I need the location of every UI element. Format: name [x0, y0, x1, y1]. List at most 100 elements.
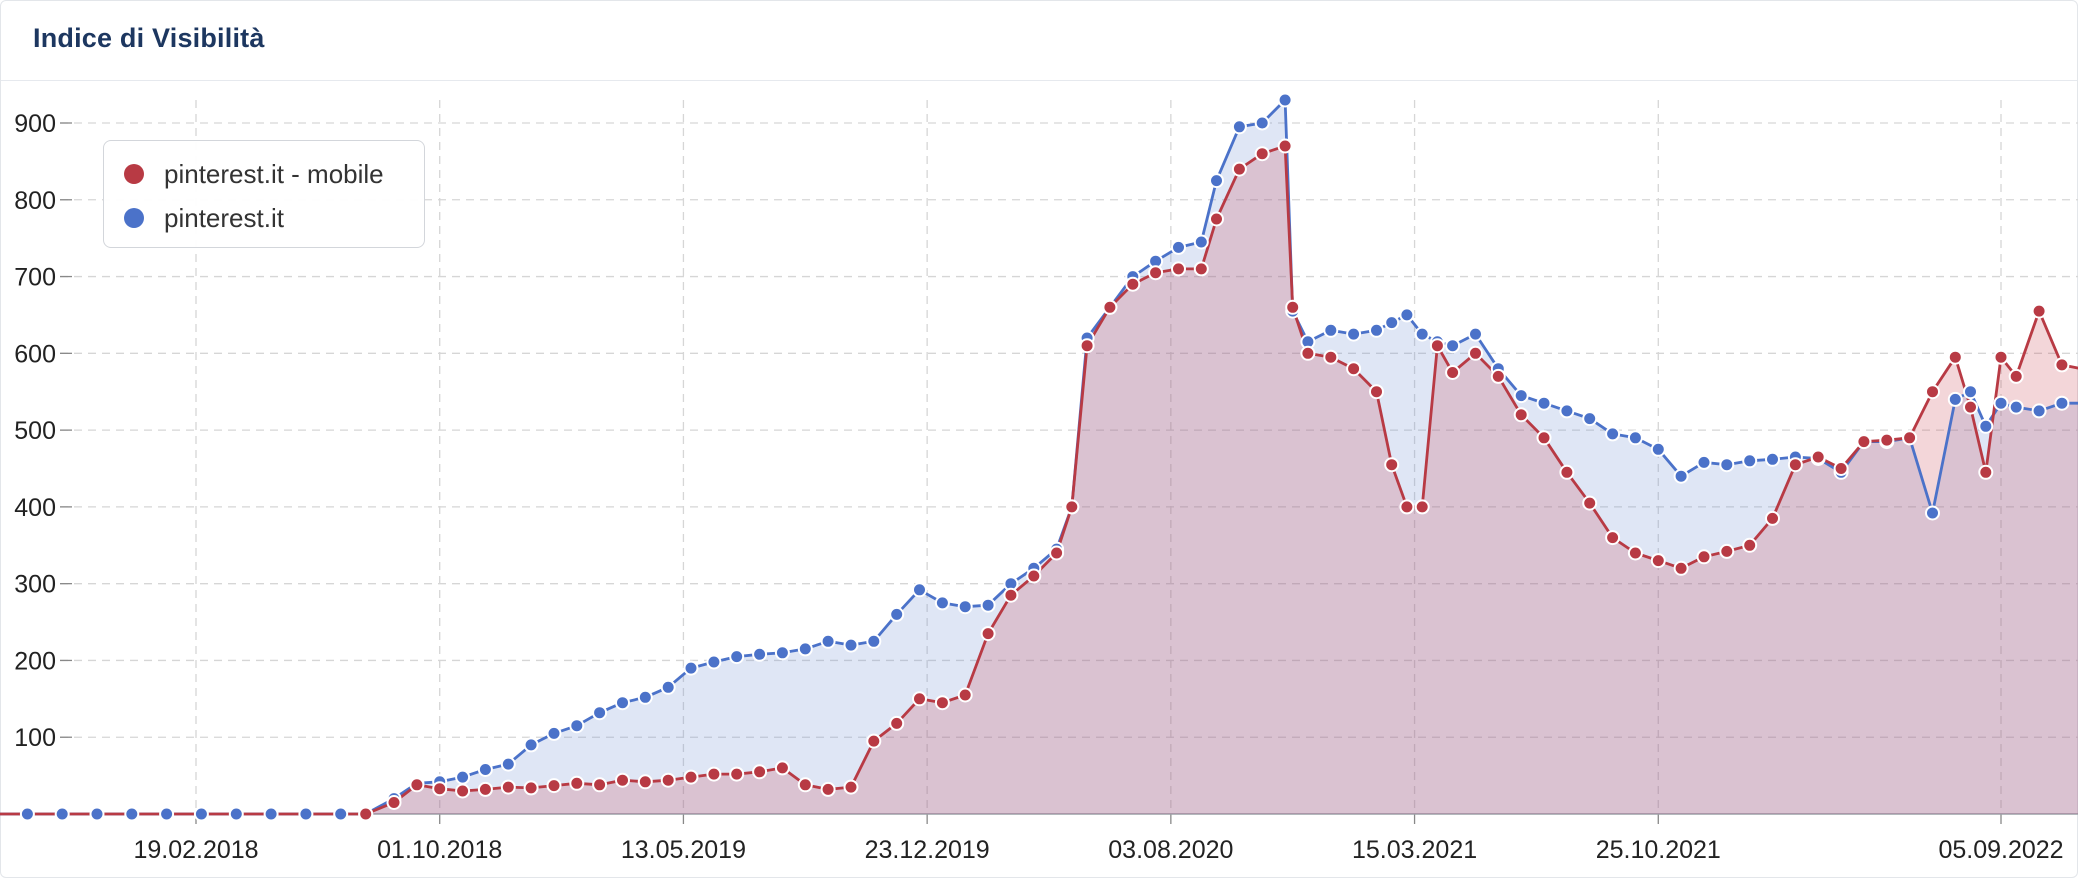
data-point-s1-74[interactable] — [1947, 391, 1963, 407]
data-point-s0-62[interactable] — [1673, 560, 1689, 576]
data-point-zero-7[interactable] — [228, 806, 244, 822]
data-point-s0-75[interactable] — [1963, 399, 1978, 415]
data-point-s0-38[interactable] — [1193, 261, 1209, 277]
data-point-s1-61[interactable] — [1650, 441, 1666, 457]
data-point-s1-12[interactable] — [615, 695, 630, 711]
data-point-s0-49[interactable] — [1399, 499, 1415, 515]
data-point-s0-36[interactable] — [1148, 265, 1164, 281]
data-point-zero-3[interactable] — [89, 806, 105, 822]
data-point-s0-31[interactable] — [1049, 545, 1065, 561]
data-point-s0-68[interactable] — [1810, 449, 1826, 465]
data-point-s1-55[interactable] — [1513, 388, 1529, 404]
data-point-s0-22[interactable] — [843, 779, 859, 795]
data-point-s0-50[interactable] — [1414, 499, 1430, 515]
data-point-s0-53[interactable] — [1468, 345, 1483, 361]
data-point-s0-42[interactable] — [1277, 138, 1293, 154]
data-point-s1-45[interactable] — [1323, 322, 1339, 338]
data-point-s1-11[interactable] — [592, 705, 608, 721]
data-point-s0-11[interactable] — [592, 777, 608, 793]
data-point-s0-2[interactable] — [386, 795, 402, 810]
data-point-s0-8[interactable] — [523, 780, 539, 796]
line-series-0[interactable] — [0, 144, 2078, 816]
data-point-s0-35[interactable] — [1125, 276, 1141, 292]
data-point-s1-59[interactable] — [1605, 426, 1621, 442]
data-point-s0-44[interactable] — [1300, 345, 1316, 361]
data-point-zero-4[interactable] — [124, 806, 140, 822]
data-point-s0-29[interactable] — [1003, 587, 1019, 603]
data-point-zero-10[interactable] — [333, 806, 349, 822]
data-point-s0-12[interactable] — [615, 772, 630, 788]
data-point-s1-79[interactable] — [2031, 403, 2047, 419]
data-point-s1-66[interactable] — [1765, 451, 1780, 467]
data-point-s0-3[interactable] — [409, 777, 425, 793]
data-point-s1-62[interactable] — [1673, 468, 1689, 484]
data-point-s1-20[interactable] — [797, 641, 813, 657]
data-point-s0-61[interactable] — [1650, 553, 1666, 569]
data-point-s0-48[interactable] — [1384, 457, 1400, 473]
data-point-s1-41[interactable] — [1254, 115, 1270, 131]
data-point-s0-14[interactable] — [660, 772, 676, 788]
data-point-s1-56[interactable] — [1536, 395, 1552, 411]
data-point-s0-40[interactable] — [1231, 161, 1247, 177]
data-point-s0-9[interactable] — [546, 778, 562, 794]
data-point-zero-6[interactable] — [193, 806, 209, 822]
data-point-s1-9[interactable] — [546, 725, 562, 741]
data-point-s0-73[interactable] — [1925, 384, 1940, 400]
data-point-s0-52[interactable] — [1445, 365, 1461, 380]
data-point-s0-7[interactable] — [500, 779, 516, 795]
data-point-s0-59[interactable] — [1605, 530, 1621, 546]
line-series-1[interactable] — [0, 98, 2078, 816]
data-point-zero-9[interactable] — [298, 806, 314, 822]
data-point-s1-15[interactable] — [683, 660, 699, 676]
data-point-s1-78[interactable] — [2008, 399, 2024, 415]
data-point-s1-27[interactable] — [957, 599, 973, 615]
data-point-s1-10[interactable] — [569, 718, 585, 734]
data-point-s1-49[interactable] — [1399, 307, 1415, 323]
data-point-s1-50[interactable] — [1414, 326, 1430, 342]
data-point-s0-15[interactable] — [683, 769, 699, 785]
data-point-s0-78[interactable] — [2008, 368, 2024, 384]
data-point-s1-13[interactable] — [637, 689, 653, 705]
data-point-s1-19[interactable] — [774, 645, 790, 661]
data-point-s0-65[interactable] — [1742, 537, 1758, 553]
data-point-s0-10[interactable] — [569, 775, 585, 791]
data-point-s0-72[interactable] — [1902, 430, 1918, 446]
data-point-s1-65[interactable] — [1742, 453, 1758, 469]
data-point-s0-16[interactable] — [706, 766, 722, 782]
data-point-s1-76[interactable] — [1978, 418, 1994, 434]
data-point-s0-55[interactable] — [1513, 407, 1529, 423]
data-point-s0-32[interactable] — [1064, 499, 1080, 515]
data-point-s1-24[interactable] — [889, 606, 905, 622]
data-point-s1-39[interactable] — [1209, 173, 1224, 189]
data-point-s0-4[interactable] — [432, 781, 448, 797]
data-point-s1-38[interactable] — [1193, 234, 1209, 250]
data-point-zero-1[interactable] — [19, 806, 35, 822]
data-point-s1-60[interactable] — [1627, 430, 1643, 446]
data-point-s1-26[interactable] — [934, 595, 950, 611]
data-point-s0-46[interactable] — [1346, 361, 1362, 377]
data-point-s1-57[interactable] — [1559, 403, 1575, 419]
data-point-s0-74[interactable] — [1947, 349, 1963, 365]
data-point-s1-40[interactable] — [1231, 119, 1247, 135]
data-point-s0-80[interactable] — [2054, 357, 2070, 373]
data-point-s1-73[interactable] — [1925, 505, 1940, 521]
data-point-s0-5[interactable] — [455, 783, 471, 799]
data-point-s0-60[interactable] — [1627, 545, 1643, 561]
data-point-s0-77[interactable] — [1993, 349, 2009, 365]
data-point-s0-19[interactable] — [774, 760, 790, 776]
data-point-s0-57[interactable] — [1559, 464, 1575, 480]
data-point-s0-43[interactable] — [1285, 299, 1301, 315]
data-point-s1-23[interactable] — [866, 633, 882, 649]
data-point-s1-25[interactable] — [912, 582, 927, 598]
data-point-s0-13[interactable] — [637, 774, 653, 790]
data-point-s1-46[interactable] — [1346, 326, 1362, 342]
data-point-s0-6[interactable] — [477, 781, 493, 797]
data-point-s0-30[interactable] — [1026, 568, 1042, 584]
data-point-s1-63[interactable] — [1696, 454, 1712, 470]
data-point-s0-47[interactable] — [1369, 384, 1384, 400]
data-point-s0-58[interactable] — [1582, 495, 1598, 511]
data-point-zero-5[interactable] — [159, 806, 175, 822]
data-point-s0-41[interactable] — [1254, 146, 1270, 162]
data-point-s0-51[interactable] — [1429, 338, 1445, 354]
